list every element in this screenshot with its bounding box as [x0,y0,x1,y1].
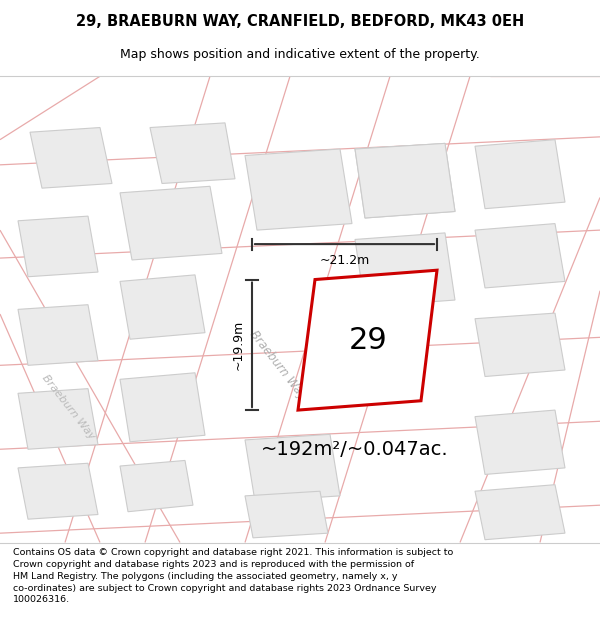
Polygon shape [120,186,222,260]
Polygon shape [18,389,98,449]
Polygon shape [475,139,565,209]
Polygon shape [245,149,352,230]
Polygon shape [150,123,235,184]
Polygon shape [245,434,340,501]
Polygon shape [475,484,565,540]
Polygon shape [18,305,98,366]
Text: ~21.2m: ~21.2m [319,254,370,268]
Polygon shape [120,275,205,339]
Text: Braeburn Way: Braeburn Way [247,328,309,402]
Polygon shape [475,410,565,474]
Polygon shape [30,127,112,188]
Polygon shape [120,372,205,442]
Polygon shape [355,233,455,307]
Polygon shape [18,216,98,277]
Text: Map shows position and indicative extent of the property.: Map shows position and indicative extent… [120,48,480,61]
Polygon shape [18,463,98,519]
Polygon shape [355,143,455,218]
Polygon shape [355,143,455,218]
Polygon shape [475,313,565,376]
Polygon shape [298,270,437,410]
Polygon shape [475,224,565,288]
Text: Braeburn Way: Braeburn Way [40,373,96,441]
Polygon shape [245,491,328,538]
Text: 29, BRAEBURN WAY, CRANFIELD, BEDFORD, MK43 0EH: 29, BRAEBURN WAY, CRANFIELD, BEDFORD, MK… [76,14,524,29]
Text: Contains OS data © Crown copyright and database right 2021. This information is : Contains OS data © Crown copyright and d… [13,548,454,604]
Text: 29: 29 [349,326,387,354]
Polygon shape [120,461,193,512]
Text: ~192m²/~0.047ac.: ~192m²/~0.047ac. [261,440,449,459]
Text: ~19.9m: ~19.9m [232,319,245,370]
